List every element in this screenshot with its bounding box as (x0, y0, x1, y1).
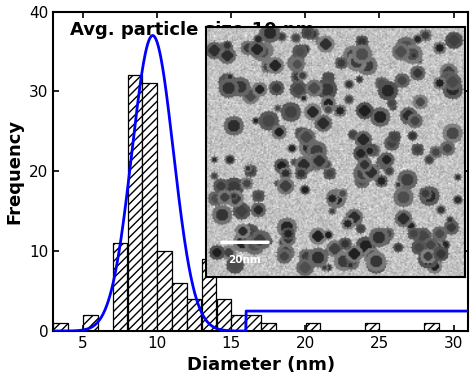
Text: 20nm: 20nm (228, 255, 261, 265)
Bar (113, 243, 128, 331)
Bar (424, 323, 438, 331)
Bar (187, 299, 201, 331)
Text: Avg. particle size-10 nm: Avg. particle size-10 nm (70, 21, 314, 39)
Bar (172, 283, 187, 331)
Bar (202, 259, 216, 331)
Bar (365, 323, 379, 331)
Bar (157, 251, 172, 331)
Bar (246, 315, 261, 331)
Bar (54, 323, 68, 331)
Bar (306, 323, 320, 331)
Bar (231, 315, 246, 331)
Y-axis label: Frequency: Frequency (6, 119, 24, 224)
Bar (217, 227, 273, 262)
X-axis label: Diameter (nm): Diameter (nm) (187, 356, 335, 374)
Bar (261, 323, 275, 331)
Bar (83, 315, 98, 331)
Bar (217, 299, 231, 331)
Bar (128, 76, 142, 331)
Bar (143, 84, 157, 331)
